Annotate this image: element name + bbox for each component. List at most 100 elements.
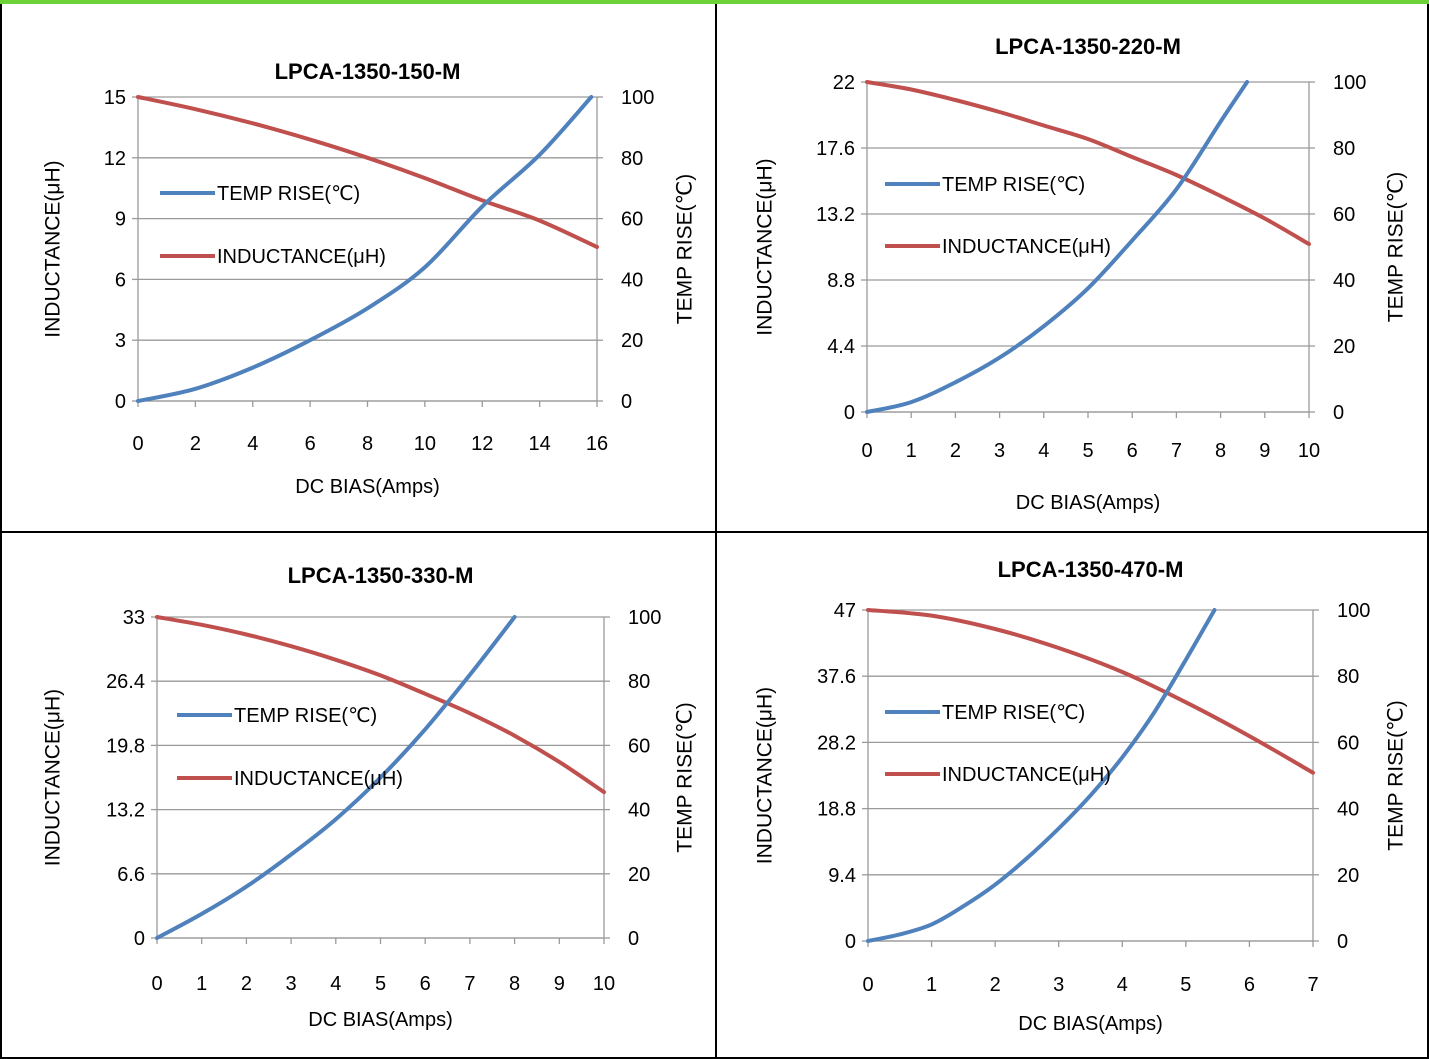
y-left-axis-label: INDUCTANCE(μH) (42, 689, 65, 866)
x-tick-label: 0 (132, 433, 143, 455)
legend: TEMP RISE(℃) INDUCTANCE(μH) (885, 702, 1111, 786)
y-left-tick-label: 12 (104, 148, 126, 170)
legend-label: TEMP RISE(℃) (217, 183, 360, 205)
y-right-tick-label: 20 (1337, 865, 1359, 887)
top-accent-bar (0, 0, 1429, 4)
y-right-tick-label: 60 (628, 735, 650, 757)
x-tick-label: 8 (509, 973, 520, 995)
y-left-tick-label: 3 (115, 330, 126, 352)
legend: TEMP RISE(℃) INDUCTANCE(μH) (160, 183, 386, 268)
x-tick-label: 5 (1180, 974, 1191, 996)
y-right-tick-label: 100 (1333, 72, 1366, 94)
inductance-series-line (866, 608, 1315, 775)
legend-label: INDUCTANCE(μH) (217, 246, 386, 268)
y-left-tick-label: 6.6 (117, 864, 145, 886)
y-right-tick-label: 80 (1333, 138, 1355, 160)
y-right-tick-label: 80 (1337, 666, 1359, 688)
y-left-axis-label: INDUCTANCE(μH) (754, 687, 777, 864)
x-tick-label: 2 (990, 974, 1001, 996)
chart-svg: 0 2 4 6 8 10 12 14 16 0 3 6 9 12 15 0 20 40 60 80 100 LPCA-13… (42, 59, 697, 498)
temp-rise-series-line (155, 615, 517, 940)
y-right-tick-label: 80 (621, 148, 643, 170)
y-right-tick-label: 60 (1333, 204, 1355, 226)
y-right-tick-label: 0 (1337, 931, 1348, 953)
y-right-tick-label: 80 (628, 671, 650, 693)
legend: TEMP RISE(℃) INDUCTANCE(μH) (177, 705, 403, 790)
x-tick-label: 8 (1215, 440, 1226, 462)
y-left-tick-label: 18.8 (817, 799, 856, 821)
chart-title: LPCA-1350-220-M (995, 34, 1181, 59)
y-right-tick-label: 60 (621, 209, 643, 231)
x-tick-label: 2 (950, 440, 961, 462)
chart-panel-150: 0 2 4 6 8 10 12 14 16 0 3 6 9 12 15 0 20 40 60 80 100 LPCA-13… (0, 4, 716, 532)
legend-label: TEMP RISE(℃) (942, 702, 1085, 724)
y-right-tick-label: 100 (621, 87, 654, 109)
x-tick-label: 6 (420, 973, 431, 995)
y-right-tick-label: 100 (1337, 600, 1370, 622)
legend-label: INDUCTANCE(μH) (234, 768, 403, 790)
x-tick-label: 3 (1053, 974, 1064, 996)
y-left-axis-label: INDUCTANCE(μH) (754, 158, 777, 335)
y-left-tick-label: 0 (134, 928, 145, 950)
x-tick-label: 6 (1127, 440, 1138, 462)
chart-title: LPCA-1350-150-M (275, 59, 461, 84)
y-left-tick-label: 13.2 (816, 204, 855, 226)
legend-label: TEMP RISE(℃) (234, 705, 377, 727)
x-tick-label: 7 (1307, 974, 1318, 996)
x-tick-label: 4 (1117, 974, 1128, 996)
x-axis-label: DC BIAS(Amps) (1016, 492, 1160, 514)
y-left-tick-label: 8.8 (827, 270, 855, 292)
x-tick-label: 1 (906, 440, 917, 462)
x-tick-label: 7 (1171, 440, 1182, 462)
chart-svg: 0 1 2 3 4 5 6 7 8 9 1006.613.219.826.4330204060801… (42, 563, 697, 1031)
x-tick-label: 6 (1244, 974, 1255, 996)
x-tick-label: 5 (1082, 440, 1093, 462)
chart-svg: 0 1 2 3 4 5 6 7 8 9 1004.48.813.217.62202040608010… (754, 34, 1408, 514)
y-left-tick-label: 28.2 (817, 732, 856, 754)
x-tick-label: 4 (330, 973, 341, 995)
x-tick-label: 3 (286, 973, 297, 995)
x-tick-label: 7 (464, 973, 475, 995)
inductance-series-line (865, 80, 1311, 246)
inductance-series-line (136, 95, 599, 249)
x-tick-label: 0 (151, 973, 162, 995)
y-right-tick-label: 0 (1333, 402, 1344, 424)
legend: TEMP RISE(℃) INDUCTANCE(μH) (885, 174, 1111, 258)
y-left-tick-label: 0 (844, 402, 855, 424)
x-tick-label: 10 (593, 973, 615, 995)
chart-panel-330: 0 1 2 3 4 5 6 7 8 9 10 0 6.6 13.2 19.8 26.4 33 0 20 40 60 80 1… (0, 532, 716, 1059)
y-right-tick-label: 40 (1333, 270, 1355, 292)
x-tick-label: 2 (190, 433, 201, 455)
y-right-axis-label: TEMP RISE(℃) (674, 702, 697, 852)
x-tick-label: 5 (375, 973, 386, 995)
y-left-tick-label: 17.6 (816, 138, 855, 160)
y-left-tick-label: 9.4 (828, 865, 856, 887)
inductance-series-line (155, 615, 606, 795)
x-tick-label: 10 (414, 433, 436, 455)
x-tick-label: 1 (926, 974, 937, 996)
y-left-tick-label: 9 (115, 209, 126, 231)
y-right-tick-label: 40 (621, 269, 643, 291)
chart-title: LPCA-1350-330-M (288, 563, 474, 588)
x-tick-label: 1 (196, 973, 207, 995)
x-tick-label: 2 (241, 973, 252, 995)
x-tick-label: 12 (471, 433, 493, 455)
y-right-tick-label: 20 (621, 330, 643, 352)
x-tick-label: 0 (861, 440, 872, 462)
chart-svg: 0 1 2 3 4 5 6 709.418.828.237.647020406080100LP… (754, 557, 1408, 1035)
x-tick-label: 10 (1298, 440, 1320, 462)
y-right-tick-label: 60 (1337, 732, 1359, 754)
y-right-tick-label: 20 (1333, 336, 1355, 358)
y-right-tick-label: 20 (628, 864, 650, 886)
legend-label: INDUCTANCE(μH) (942, 236, 1111, 258)
x-tick-label: 3 (994, 440, 1005, 462)
x-tick-label: 4 (1038, 440, 1049, 462)
x-tick-label: 9 (1259, 440, 1270, 462)
x-axis-label: DC BIAS(Amps) (308, 1009, 452, 1031)
y-left-axis-label: INDUCTANCE(μH) (42, 160, 65, 337)
y-right-axis-label: TEMP RISE(℃) (674, 174, 697, 324)
y-left-tick-label: 47 (834, 600, 856, 622)
x-tick-label: 14 (529, 433, 551, 455)
x-axis-label: DC BIAS(Amps) (295, 476, 439, 498)
x-axis-label: DC BIAS(Amps) (1018, 1013, 1162, 1035)
